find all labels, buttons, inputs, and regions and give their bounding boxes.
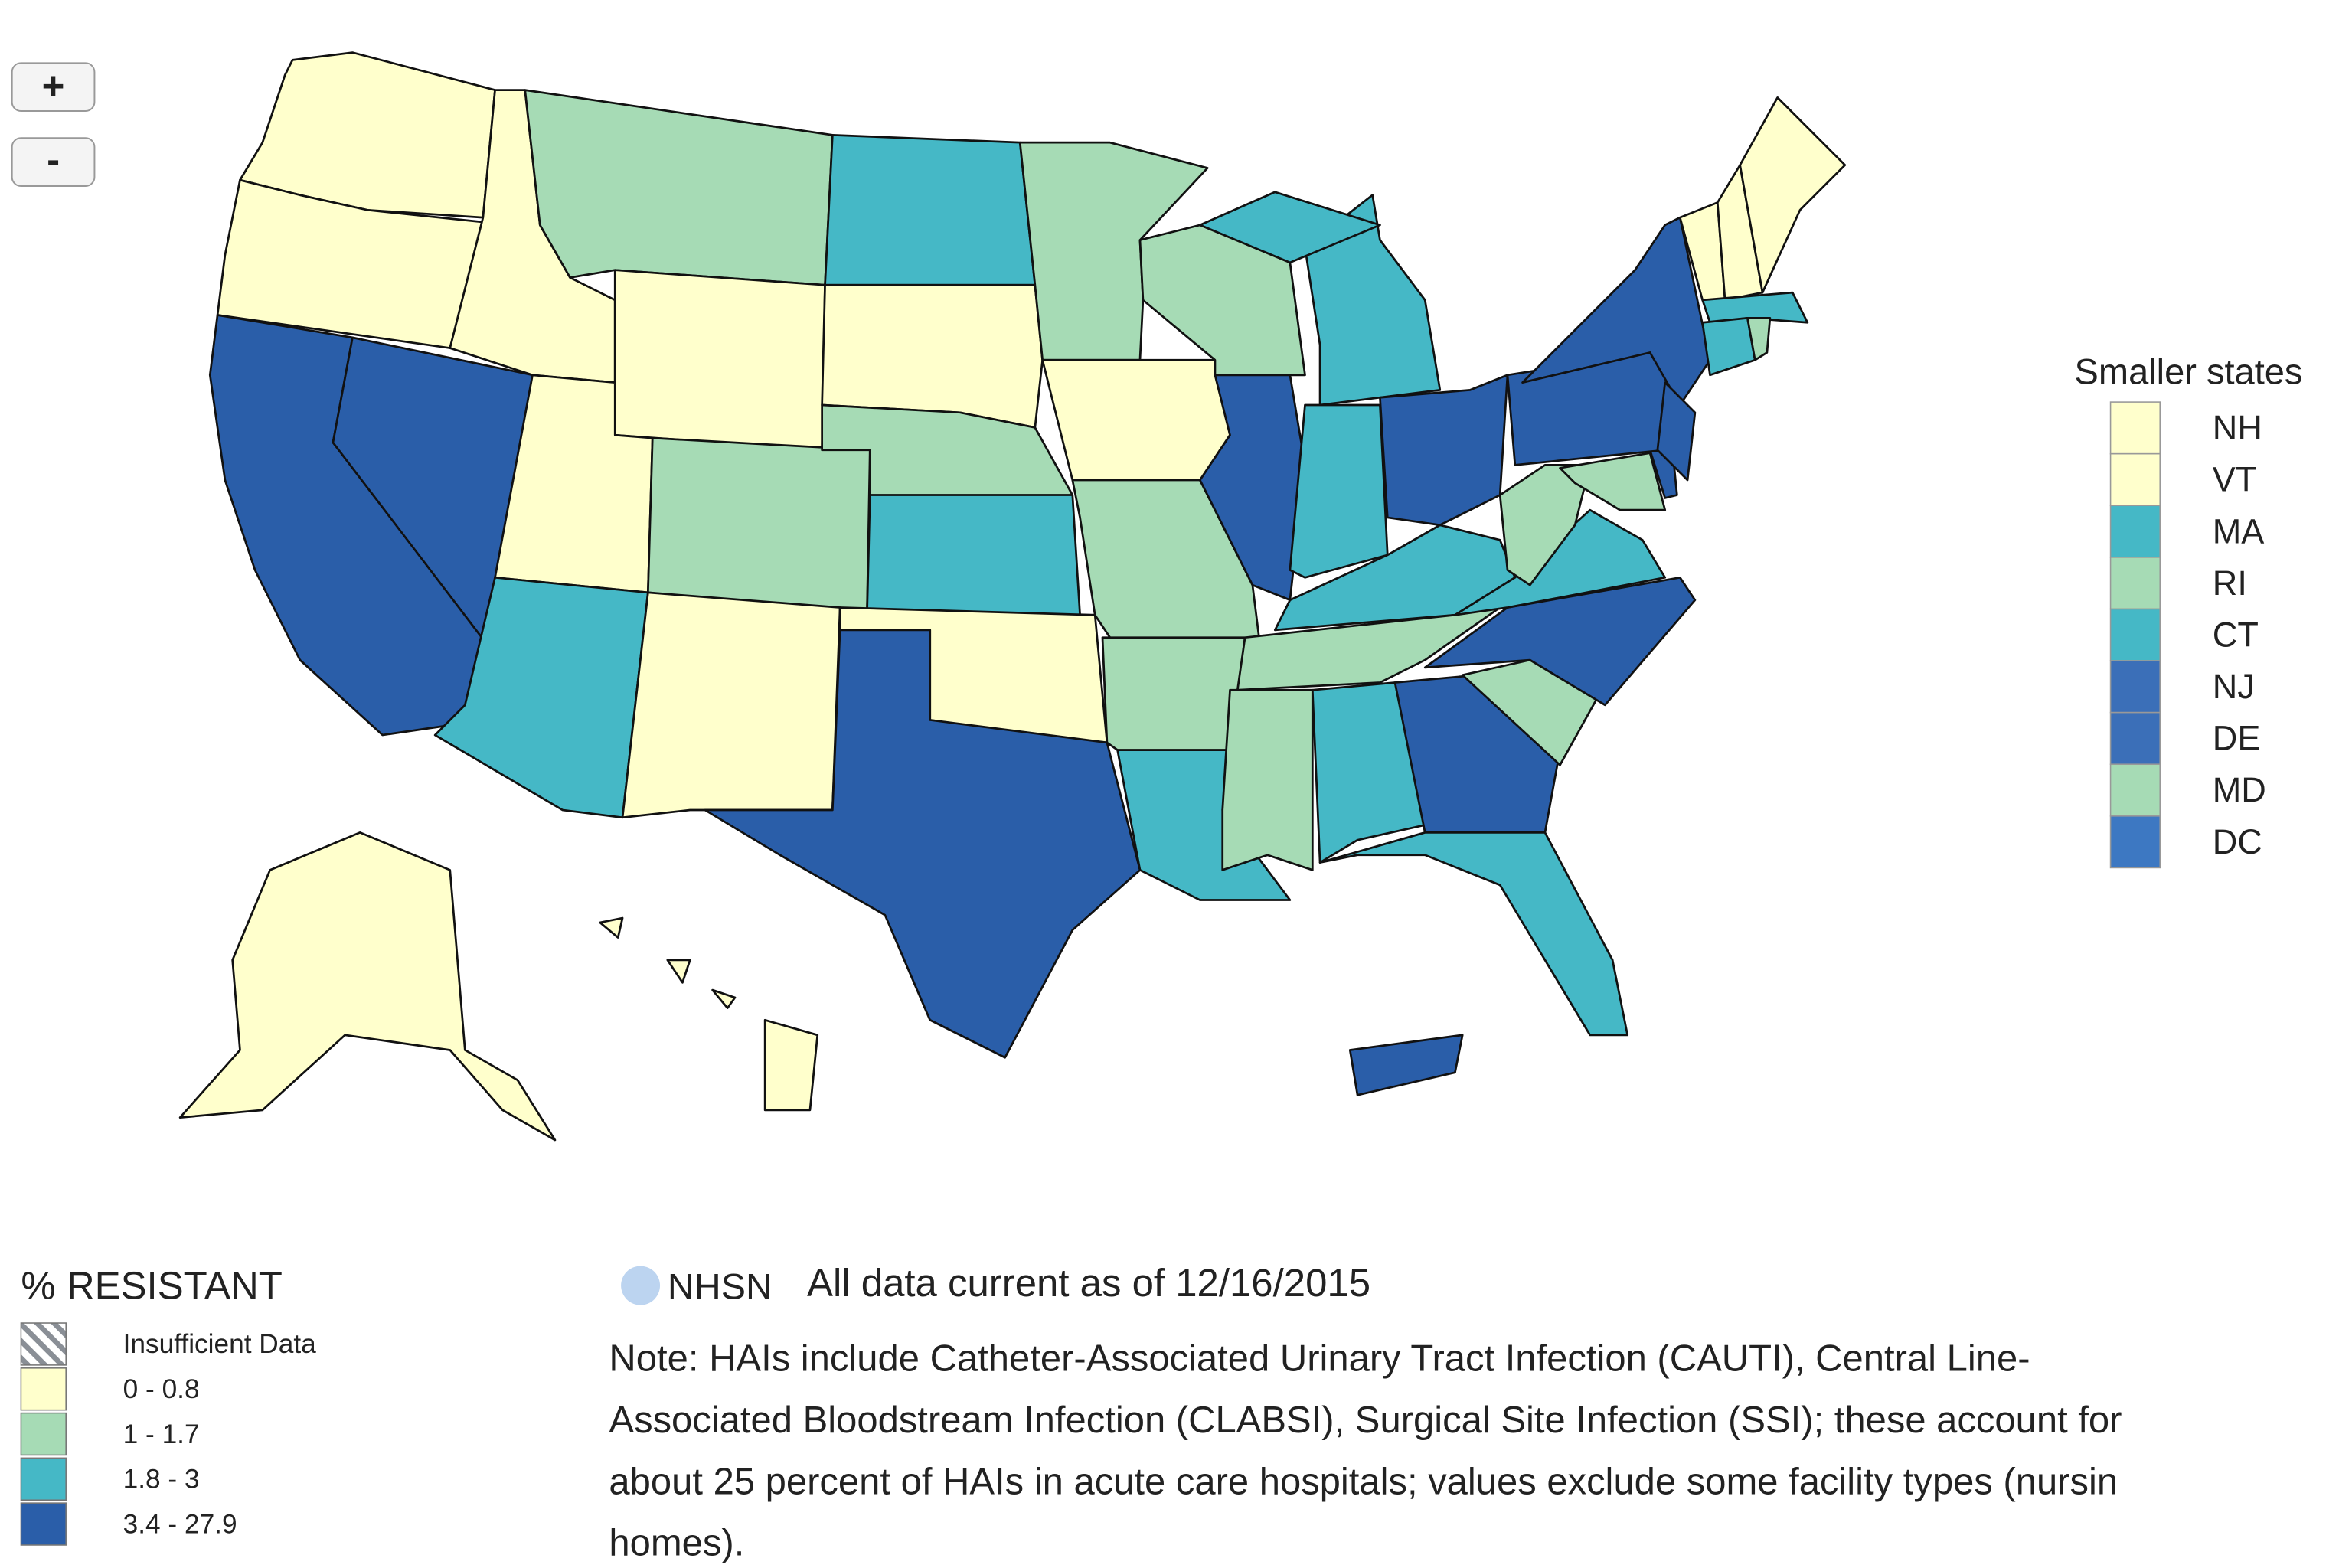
state — [1318, 831, 1629, 1037]
state-label: NH — [2213, 408, 2262, 447]
date-note: All data current as of 12/16/2015 — [807, 1261, 1370, 1305]
state-label: MD — [2213, 770, 2266, 809]
state — [1454, 508, 1667, 616]
state-label: RI — [2213, 564, 2247, 603]
note-line: homes). — [609, 1523, 744, 1564]
legend-title: % RESISTANT — [21, 1264, 282, 1308]
state — [1041, 358, 1231, 482]
legend-swatch — [20, 1322, 67, 1366]
state — [824, 133, 1037, 286]
state — [1701, 317, 1756, 377]
state-swatch — [2109, 608, 2161, 662]
state — [1559, 452, 1667, 511]
us-map — [178, 51, 1847, 1142]
state-swatch — [2109, 452, 2161, 507]
state — [763, 1018, 819, 1112]
legend-label: 3.4 - 27.9 — [123, 1509, 237, 1539]
state — [866, 494, 1081, 616]
state-label: MA — [2213, 511, 2265, 550]
state — [704, 629, 1142, 1059]
state-label: DE — [2213, 719, 2261, 758]
state — [613, 269, 826, 452]
legend-swatch — [20, 1502, 67, 1546]
state-label: CT — [2213, 615, 2259, 654]
logo-text: NHSN — [668, 1266, 773, 1307]
state-swatch — [2109, 505, 2161, 558]
state — [1746, 317, 1772, 361]
smaller-states-title: Smaller states — [2075, 351, 2303, 392]
state — [1506, 351, 1681, 466]
state-swatch — [2109, 401, 2161, 455]
state — [1198, 374, 1306, 602]
legend-label: Insufficient Data — [123, 1329, 317, 1359]
state — [1221, 688, 1314, 871]
state — [621, 591, 841, 819]
state-swatch — [2109, 763, 2161, 817]
state-label: VT — [2213, 460, 2257, 499]
legend: % RESISTANT Insufficient Data 0 - 0.8 1 - … — [20, 1264, 317, 1546]
state — [178, 831, 557, 1142]
state — [599, 916, 624, 939]
logo-mark — [621, 1266, 661, 1305]
state — [1304, 194, 1442, 407]
state — [1498, 464, 1592, 586]
note-line: about 25 percent of HAIs in acute care h… — [609, 1461, 2118, 1502]
note-line: Associated Bloodstream Infection (CLABSI… — [609, 1400, 2122, 1441]
button-box[interactable] — [11, 137, 96, 187]
state — [1348, 1034, 1464, 1096]
button-box[interactable] — [11, 62, 96, 112]
zoom-in-button[interactable]: + — [11, 62, 96, 112]
legend-label: 1 - 1.7 — [123, 1419, 200, 1449]
state — [646, 436, 871, 616]
state — [524, 89, 834, 286]
state — [1311, 681, 1426, 864]
state-swatch — [2109, 557, 2161, 610]
legend-swatch — [20, 1367, 67, 1411]
legend-swatch — [20, 1412, 67, 1456]
state-swatch — [2109, 660, 2161, 714]
state — [1379, 374, 1509, 527]
state — [1198, 191, 1381, 264]
legend-label: 0 - 0.8 — [123, 1374, 200, 1404]
zoom-out-button[interactable]: - — [11, 137, 96, 187]
state — [666, 959, 691, 984]
state-label: NJ — [2213, 667, 2255, 706]
footer: NHSN All data current as of 12/16/2015 N… — [609, 1261, 2122, 1564]
legend-swatch — [20, 1457, 67, 1501]
smaller-states-legend: Smaller states NH VT MA RI CT NJ DE MD DC — [2075, 351, 2303, 869]
button-label[interactable]: - — [47, 137, 60, 181]
note: Note: HAIs include Catheter-Associated U… — [609, 1338, 2122, 1564]
state — [711, 988, 737, 1009]
state — [1101, 636, 1246, 751]
state-swatch — [2109, 815, 2161, 869]
state — [1656, 381, 1697, 482]
state-swatch — [2109, 711, 2161, 766]
legend-label: 1.8 - 3 — [123, 1465, 200, 1494]
state — [1701, 291, 1809, 324]
state — [1289, 403, 1389, 579]
state-label: DC — [2213, 822, 2262, 861]
button-label[interactable]: + — [42, 64, 65, 107]
state — [1739, 96, 1847, 294]
note-line: Note: HAIs include Catheter-Associated U… — [609, 1338, 2030, 1380]
